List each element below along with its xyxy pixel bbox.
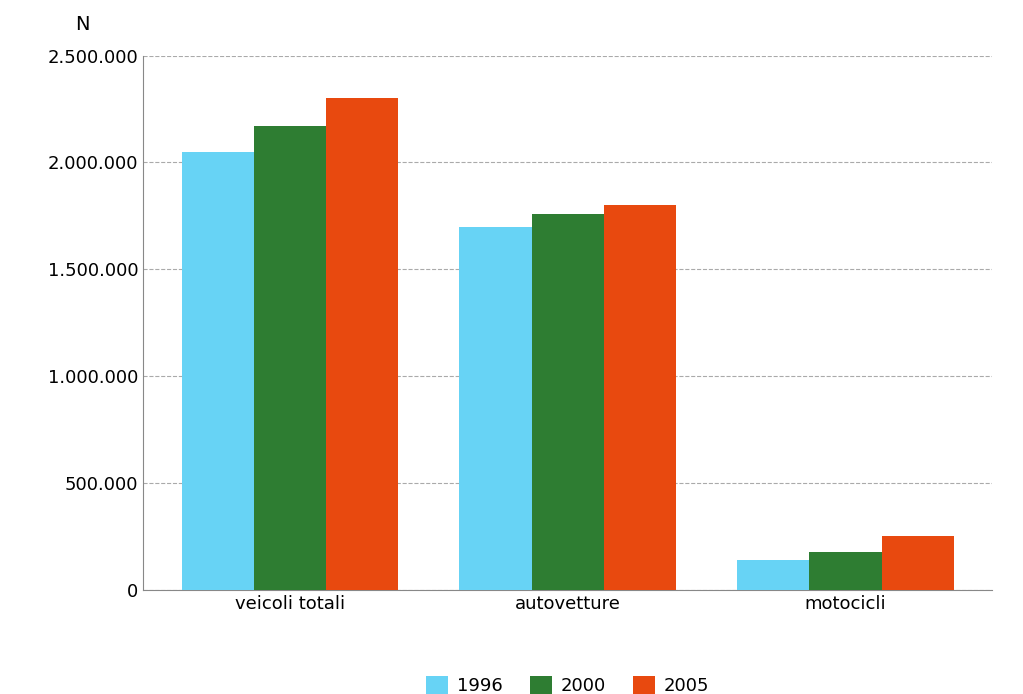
Text: N: N xyxy=(76,15,90,34)
Bar xyxy=(254,126,326,590)
Bar xyxy=(809,552,882,590)
Legend: 1996, 2000, 2005: 1996, 2000, 2005 xyxy=(419,668,716,694)
Bar xyxy=(182,152,254,590)
Bar xyxy=(459,226,532,590)
Bar xyxy=(532,214,604,590)
Bar xyxy=(738,560,809,590)
Bar xyxy=(326,99,398,590)
Bar xyxy=(604,205,676,590)
Bar xyxy=(882,536,953,590)
